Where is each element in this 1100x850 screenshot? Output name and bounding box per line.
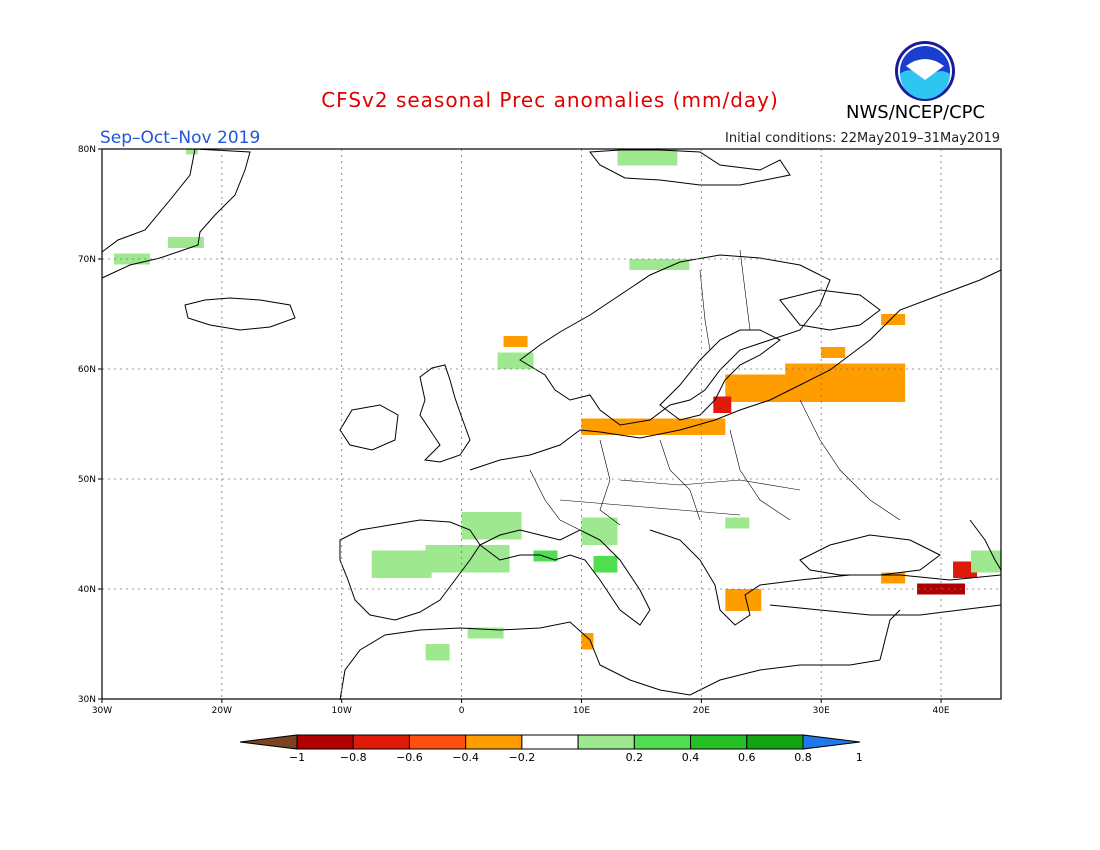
lat-tick-label: 40N bbox=[78, 585, 96, 595]
map-frame bbox=[101, 148, 1002, 700]
anomaly-cell bbox=[821, 347, 846, 358]
anomaly-cell bbox=[167, 237, 204, 248]
colorbar-label: 0.4 bbox=[682, 751, 700, 764]
colorbar-label: −0.8 bbox=[340, 751, 367, 764]
anomaly-cell bbox=[971, 550, 1001, 573]
colorbar-label: −0.2 bbox=[509, 751, 536, 764]
anomaly-cell bbox=[503, 336, 528, 347]
lon-tick-label: 20E bbox=[693, 706, 710, 716]
colorbar-label: 1 bbox=[856, 751, 863, 764]
anomaly-cell bbox=[617, 149, 678, 166]
colorbar-swatch bbox=[746, 734, 804, 750]
lon-tick-label: 10E bbox=[573, 706, 590, 716]
grid-lines bbox=[102, 149, 1001, 699]
noaa-bird-icon bbox=[906, 59, 944, 80]
colorbar-label: −0.4 bbox=[452, 751, 479, 764]
anomaly-cell bbox=[425, 545, 510, 573]
lon-tick-label: 0 bbox=[459, 706, 465, 716]
anomaly-cell bbox=[461, 512, 522, 540]
country-borders bbox=[529, 249, 901, 531]
colorbar-swatch bbox=[521, 734, 579, 750]
coastlines bbox=[101, 148, 1002, 701]
anomaly-cell bbox=[497, 352, 534, 369]
lon-tick-label: 30E bbox=[813, 706, 830, 716]
lat-tick-label: 60N bbox=[78, 365, 96, 375]
lon-tick-label: 10W bbox=[332, 706, 352, 716]
colorbar-label: 0.2 bbox=[626, 751, 644, 764]
noaa-logo bbox=[895, 41, 955, 101]
lon-tick-label: 30W bbox=[92, 706, 112, 716]
anomaly-cell bbox=[725, 589, 762, 611]
map-background bbox=[102, 149, 1001, 699]
colorbar-label: −0.6 bbox=[396, 751, 423, 764]
lon-tick-label: 20W bbox=[212, 706, 232, 716]
anomaly-cell bbox=[581, 517, 618, 545]
lat-tick-label: 50N bbox=[78, 475, 96, 485]
colorbar-swatch bbox=[352, 734, 410, 750]
colorbar-swatch bbox=[690, 734, 748, 750]
season-label: Sep–Oct–Nov 2019 bbox=[100, 128, 261, 148]
colorbar-swatch bbox=[296, 734, 354, 750]
anomaly-cell bbox=[371, 550, 432, 578]
lat-tick-label: 80N bbox=[78, 145, 96, 155]
anomaly-cell bbox=[425, 644, 450, 661]
anomaly-cell bbox=[113, 253, 150, 265]
anomaly-cell bbox=[725, 517, 750, 529]
anomaly-cell bbox=[785, 363, 906, 380]
anomaly-cell bbox=[713, 396, 732, 413]
colorbar-swatch bbox=[633, 734, 692, 750]
colorbar-swatch bbox=[408, 734, 467, 750]
anomaly-cell bbox=[467, 627, 504, 639]
lat-tick-label: 30N bbox=[78, 695, 96, 705]
colorbar-swatch bbox=[465, 734, 523, 750]
colorbar-label: 0.6 bbox=[738, 751, 756, 764]
anomaly-cell bbox=[881, 314, 906, 325]
colorbar-label: 0.8 bbox=[794, 751, 812, 764]
initial-conditions-label: Initial conditions: 22May2019–31May2019 bbox=[725, 131, 1000, 146]
lon-tick-label: 40E bbox=[932, 706, 949, 716]
colorbar-label: −1 bbox=[289, 751, 305, 764]
anomaly-layer bbox=[113, 149, 1001, 661]
colorbar-high-arrow bbox=[802, 734, 861, 750]
agency-label: NWS/NCEP/CPC bbox=[846, 102, 986, 123]
lat-tick-label: 70N bbox=[78, 255, 96, 265]
anomaly-cell bbox=[581, 633, 594, 650]
anomaly-cell bbox=[533, 550, 558, 562]
anomaly-cell bbox=[185, 149, 198, 155]
anomaly-cell bbox=[629, 259, 690, 270]
colorbar-swatch bbox=[577, 734, 635, 750]
map-title: CFSv2 seasonal Prec anomalies (mm/day) bbox=[321, 88, 779, 112]
noaa-wave-icon bbox=[900, 70, 950, 99]
colorbar-low-arrow bbox=[239, 734, 298, 750]
anomaly-cell bbox=[593, 556, 618, 573]
anomaly-cell bbox=[881, 572, 906, 584]
